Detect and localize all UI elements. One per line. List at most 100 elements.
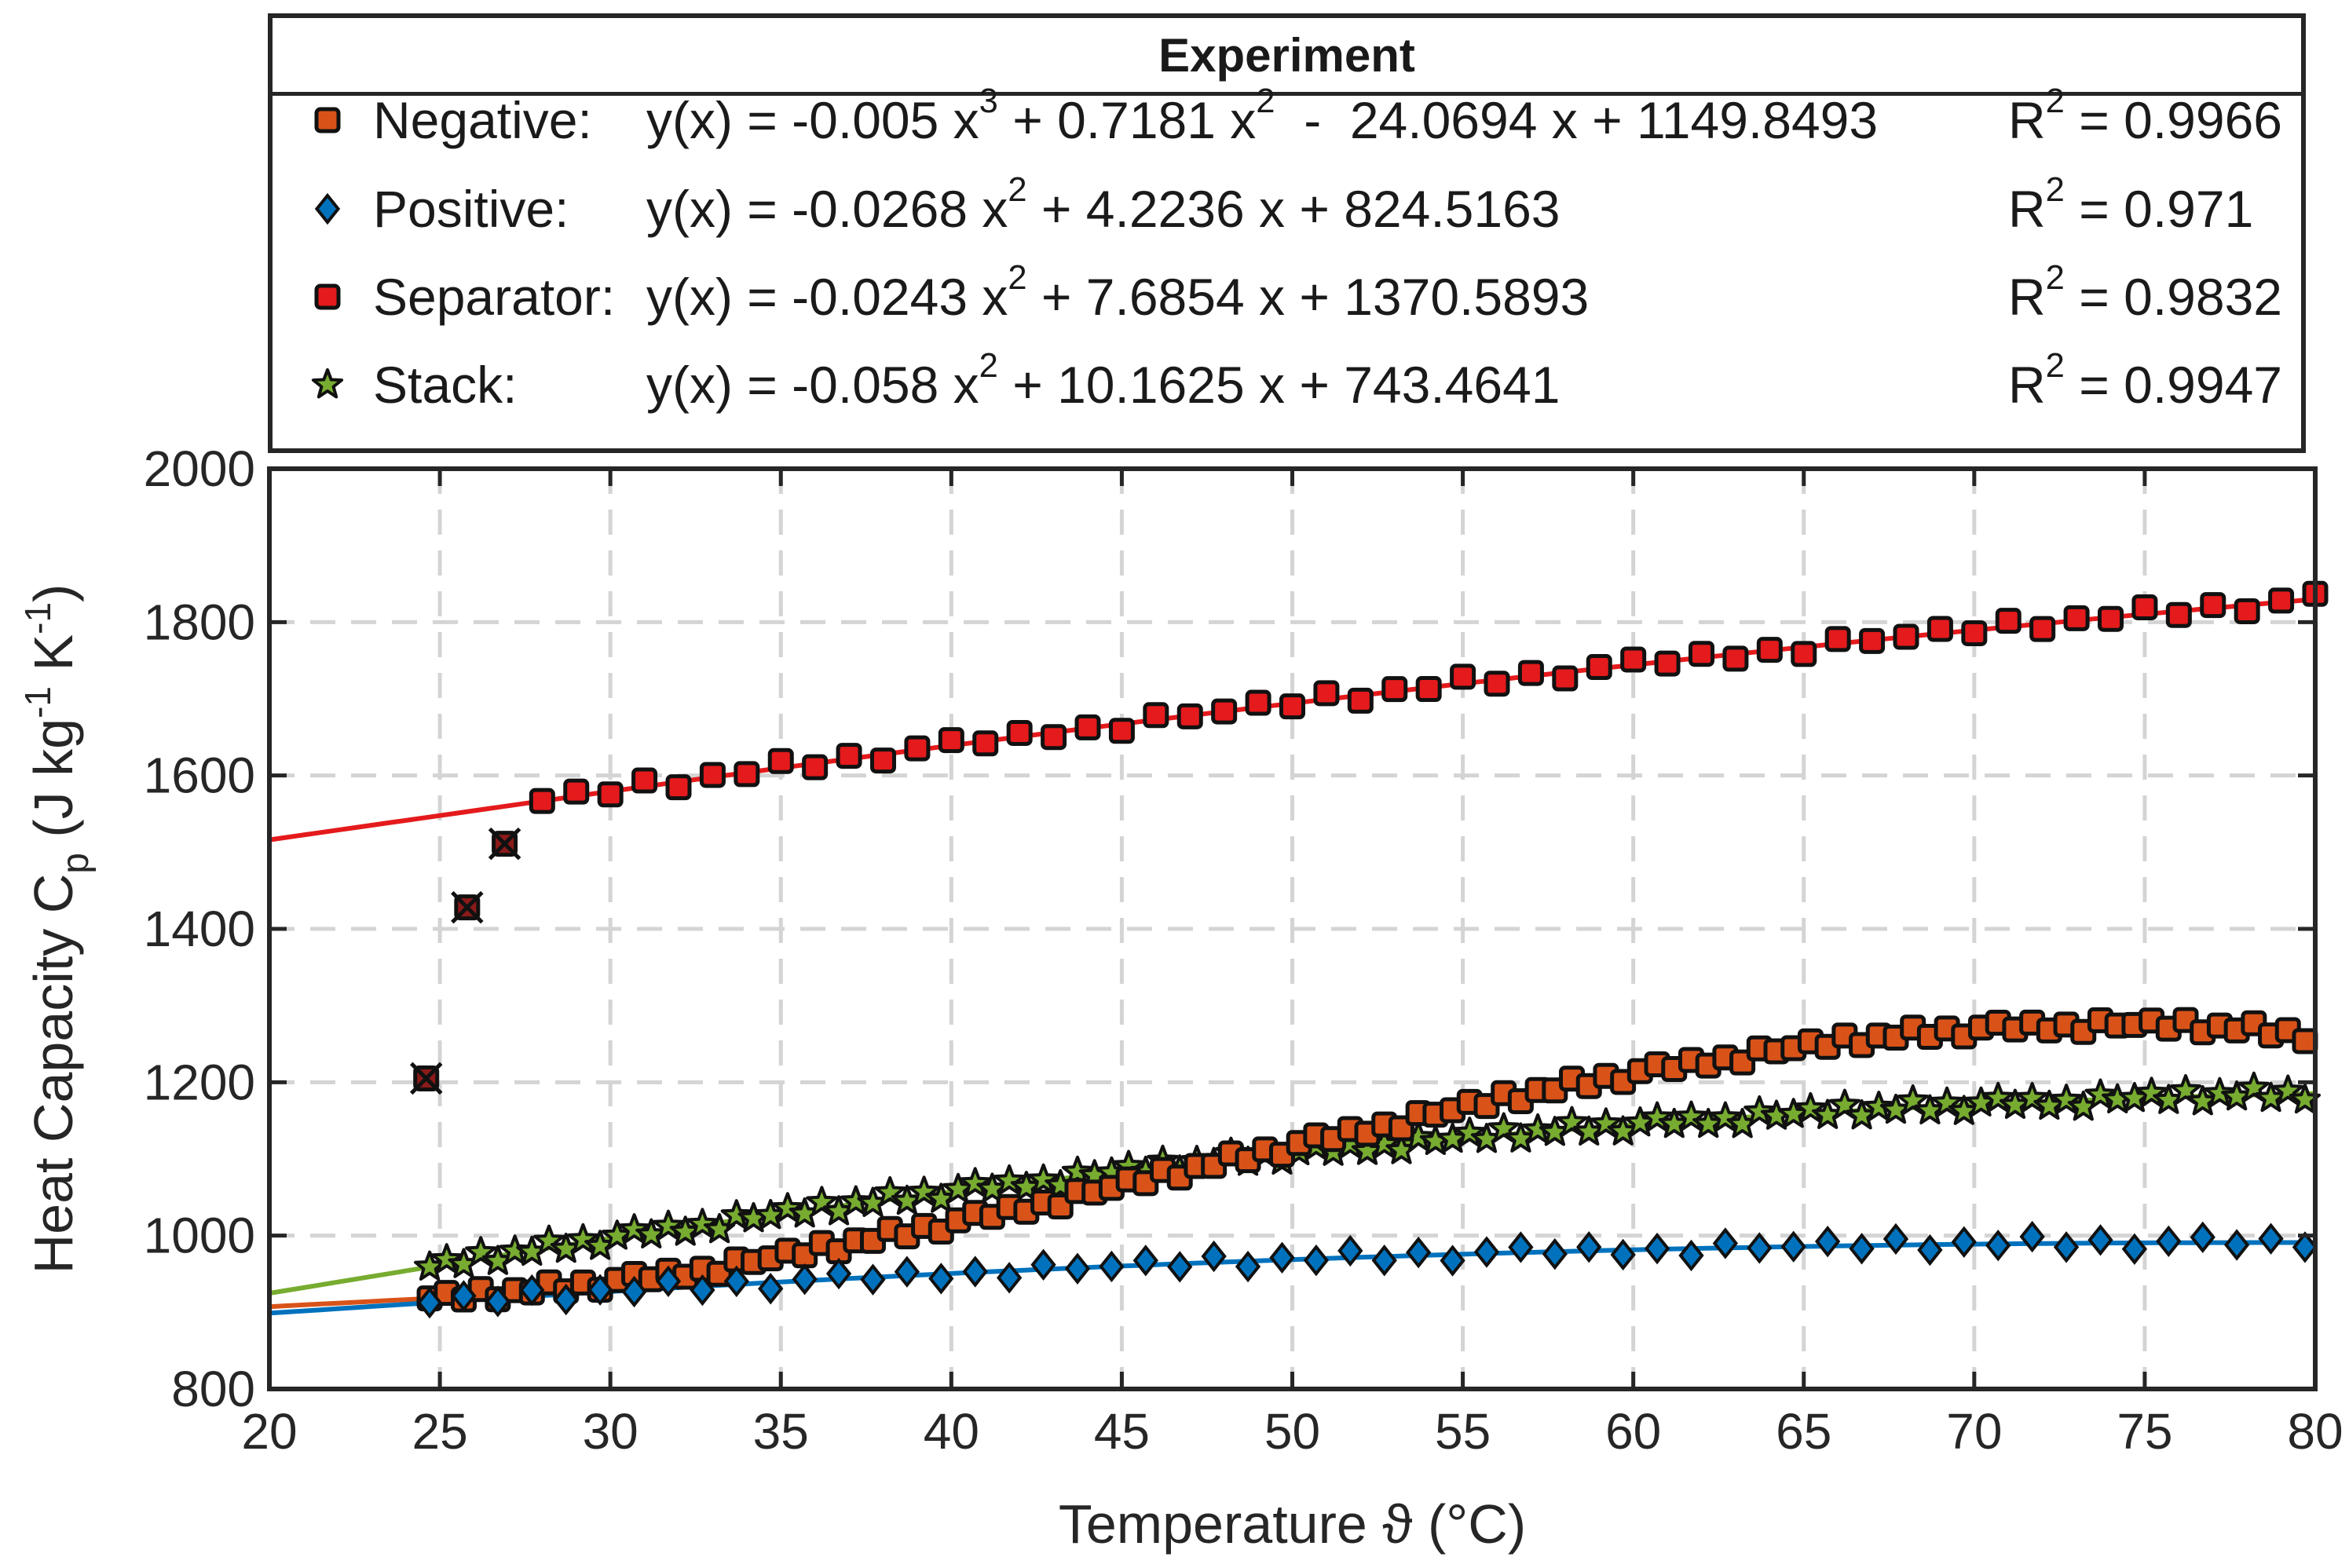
data-point-stack <box>1556 1106 1588 1136</box>
data-point-stack <box>430 1243 463 1274</box>
data-point-stack <box>2237 1071 2270 1102</box>
data-point-stack <box>465 1236 497 1266</box>
data-point-stack <box>1027 1163 1059 1194</box>
x-tick-label: 40 <box>924 1403 979 1460</box>
data-point-stack <box>1795 1092 1827 1123</box>
data-point-positive <box>621 1275 647 1308</box>
data-point-stack <box>2084 1078 2117 1109</box>
data-point-negative <box>2292 1028 2318 1054</box>
data-point-positive <box>1951 1226 1977 1258</box>
data-point-positive <box>1030 1248 1056 1281</box>
data-point-separator <box>1313 680 1340 707</box>
data-point-stack <box>2051 1084 2083 1114</box>
data-point-separator <box>1484 671 1510 697</box>
data-point-positive <box>1678 1239 1704 1272</box>
data-point-positive <box>1985 1230 2011 1262</box>
data-point-separator <box>972 730 999 757</box>
y-axis-title: Heat Capacity Cp (J kg-1 K-1) <box>17 584 97 1274</box>
data-point-separator <box>1722 645 1749 672</box>
data-point-positive <box>1303 1244 1330 1277</box>
data-point-positive <box>1064 1252 1091 1285</box>
excluded-point <box>409 1062 443 1095</box>
legend-r-squared: R2 = 0.9947 <box>2008 347 2282 414</box>
x-tick-label: 65 <box>1776 1403 1831 1460</box>
data-point-stack <box>2016 1081 2048 1113</box>
legend-name: Stack: <box>373 356 518 414</box>
data-point-stack <box>567 1223 599 1254</box>
data-point-positive <box>1405 1236 1432 1269</box>
data-point-positive <box>1882 1223 1909 1255</box>
data-point-positive <box>1576 1231 1602 1263</box>
series-negative <box>416 1007 2318 1313</box>
data-point-positive <box>2156 1225 2182 1258</box>
data-point-positive <box>962 1255 988 1288</box>
data-point-positive <box>2190 1221 2215 1254</box>
x-tick-label: 25 <box>412 1403 467 1460</box>
data-point-separator <box>1961 620 1988 646</box>
legend-entry-negative: Negative: y(x) = -0.005 x3 + 0.7181 x2 - … <box>273 77 2301 163</box>
legend-r-squared: R2 = 0.971 <box>2008 171 2254 238</box>
legend-equation: y(x) = -0.0243 x2 + 7.6854 x + 1370.5893 <box>646 259 1590 326</box>
data-point-positive <box>758 1273 784 1305</box>
data-point-stack <box>806 1186 838 1216</box>
data-point-separator <box>1143 702 1169 729</box>
data-point-stack <box>1590 1107 1622 1138</box>
legend-r-squared: R2 = 0.9966 <box>2008 82 2282 149</box>
data-point-stack <box>908 1175 940 1206</box>
data-point-stack <box>1897 1084 1929 1115</box>
data-point-positive <box>1780 1230 1806 1263</box>
data-point-positive <box>2121 1233 2148 1265</box>
data-point-separator <box>1620 646 1647 673</box>
x-tick-label: 50 <box>1264 1403 1320 1460</box>
y-tick-label: 1800 <box>144 594 255 650</box>
legend-equation: y(x) = -0.005 x3 + 0.7181 x2 - 24.0694 x… <box>646 82 1879 149</box>
square-icon <box>314 283 341 310</box>
data-point-positive <box>1610 1238 1636 1271</box>
x-tick-label: 80 <box>2287 1403 2343 1460</box>
data-point-stack <box>1709 1101 1741 1131</box>
data-point-stack <box>959 1167 991 1197</box>
data-point-positive <box>1747 1232 1773 1264</box>
data-point-separator <box>1859 627 1886 654</box>
data-point-separator <box>1689 641 1714 667</box>
data-point-positive <box>2223 1229 2250 1261</box>
x-tick-label: 30 <box>583 1403 638 1460</box>
data-point-stack <box>1863 1091 1895 1121</box>
series-separator <box>529 580 2329 814</box>
legend-name: Positive: <box>373 180 569 238</box>
data-point-positive <box>1849 1233 1875 1265</box>
data-point-positive <box>2292 1231 2318 1263</box>
data-point-separator <box>2098 605 2124 632</box>
data-point-positive <box>553 1283 579 1316</box>
star-icon <box>311 368 344 399</box>
data-point-separator <box>597 781 624 808</box>
data-point-separator <box>1415 676 1442 703</box>
y-tick-label: 1400 <box>144 901 255 957</box>
data-point-positive <box>1473 1236 1500 1268</box>
data-point-positive <box>860 1263 886 1296</box>
data-point-separator <box>563 778 590 805</box>
data-point-positive <box>1371 1245 1397 1277</box>
data-point-stack <box>1454 1117 1486 1147</box>
legend: Experiment Negative: y(x) = -0.005 x3 + 0… <box>268 13 2306 453</box>
data-point-positive <box>723 1265 749 1298</box>
data-point-stack <box>532 1224 565 1255</box>
data-point-positive <box>894 1255 920 1288</box>
data-point-separator <box>1279 693 1305 720</box>
data-point-separator <box>1074 714 1101 740</box>
data-point-separator <box>1347 687 1374 714</box>
y-tick-label: 800 <box>171 1361 255 1417</box>
data-point-separator <box>1893 623 1919 650</box>
data-point-positive <box>1099 1250 1125 1283</box>
y-tick-label: 2000 <box>144 440 255 497</box>
data-point-positive <box>690 1274 715 1307</box>
data-point-positive <box>1167 1251 1193 1283</box>
y-tick-label: 1200 <box>144 1054 255 1110</box>
data-point-separator <box>1517 660 1544 686</box>
x-tick-label: 20 <box>241 1403 297 1460</box>
data-point-separator <box>1756 637 1783 663</box>
data-point-positive <box>1712 1227 1739 1259</box>
data-point-separator <box>1211 698 1238 725</box>
legend-entry-positive: Positive: y(x) = -0.0268 x2 + 4.2236 x + … <box>273 166 2301 252</box>
series-positive <box>416 1220 2318 1319</box>
